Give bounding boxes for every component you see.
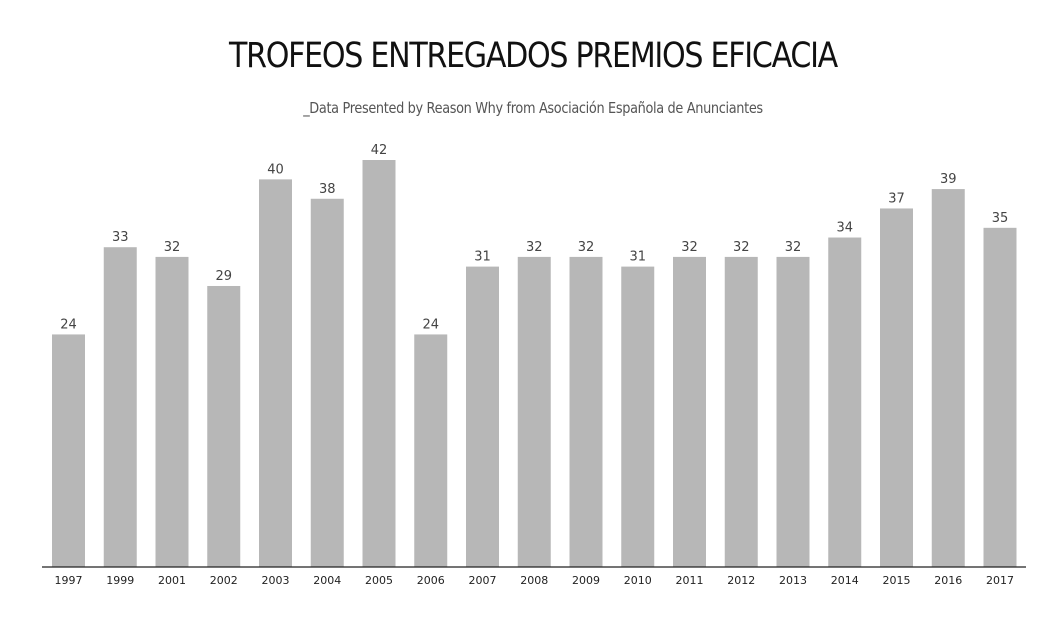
bar-2010 bbox=[621, 266, 655, 567]
x-tick-label-2001: 2001 bbox=[158, 574, 186, 587]
bar-2017 bbox=[983, 227, 1017, 567]
bar-2001 bbox=[155, 256, 189, 567]
bar-2013 bbox=[776, 256, 810, 567]
data-label-1999: 33 bbox=[112, 230, 129, 245]
data-label-2007: 31 bbox=[474, 250, 491, 265]
x-tick-label-2008: 2008 bbox=[520, 574, 548, 587]
x-tick-label-2017: 2017 bbox=[986, 574, 1014, 587]
chart-title: TROFEOS ENTREGADOS PREMIOS EFICACIA bbox=[229, 36, 838, 76]
data-label-2016: 39 bbox=[940, 172, 957, 187]
x-tick-labels-group: 1997 1999 2001 2002 2003 2004 2005 2006 2007 2008… bbox=[55, 574, 1015, 587]
x-tick-label-2010: 2010 bbox=[624, 574, 652, 587]
bar-2005 bbox=[362, 160, 396, 567]
x-tick-label-2006: 2006 bbox=[417, 574, 445, 587]
x-tick-label-2013: 2013 bbox=[779, 574, 807, 587]
data-label-2006: 24 bbox=[422, 317, 439, 332]
chart-subtitle: _Data Presented by Reason Why from Asoci… bbox=[303, 99, 763, 117]
x-tick-label-1997: 1997 bbox=[55, 574, 83, 587]
data-label-2014: 34 bbox=[836, 221, 853, 236]
bar-1999 bbox=[103, 247, 137, 567]
data-label-2010: 31 bbox=[629, 250, 646, 265]
data-label-2002: 29 bbox=[215, 269, 232, 284]
data-label-2012: 32 bbox=[733, 240, 750, 255]
data-label-2008: 32 bbox=[526, 240, 543, 255]
data-label-2003: 40 bbox=[267, 162, 284, 177]
bar-2015 bbox=[880, 208, 913, 567]
bar-2009 bbox=[569, 256, 603, 567]
x-tick-label-2009: 2009 bbox=[572, 574, 600, 587]
bar-2011 bbox=[673, 256, 706, 567]
data-label-1997: 24 bbox=[60, 317, 77, 332]
data-label-2004: 38 bbox=[319, 182, 336, 197]
x-tick-label-2012: 2012 bbox=[727, 574, 755, 587]
x-tick-label-2003: 2003 bbox=[262, 574, 290, 587]
bar-2003 bbox=[259, 179, 292, 567]
bar-2006 bbox=[414, 334, 448, 567]
bar-2002 bbox=[207, 285, 241, 567]
x-tick-label-2004: 2004 bbox=[313, 574, 341, 587]
data-label-2001: 32 bbox=[164, 240, 181, 255]
data-label-2017: 35 bbox=[992, 211, 1009, 226]
x-tick-label-1999: 1999 bbox=[106, 574, 134, 587]
bar-1997 bbox=[52, 334, 85, 567]
bar-2007 bbox=[466, 266, 499, 567]
data-labels-group: 24 33 32 29 40 38 42 24 31 32 32 31 32 32 32 34 37 39 35 bbox=[60, 143, 1008, 332]
data-label-2009: 32 bbox=[578, 240, 595, 255]
x-tick-label-2011: 2011 bbox=[676, 574, 704, 587]
bars-group bbox=[52, 160, 1017, 567]
bar-2016 bbox=[931, 189, 965, 567]
data-label-2005: 42 bbox=[371, 143, 388, 158]
x-tick-label-2002: 2002 bbox=[210, 574, 238, 587]
x-tick-label-2014: 2014 bbox=[831, 574, 859, 587]
data-label-2011: 32 bbox=[681, 240, 698, 255]
x-tick-label-2007: 2007 bbox=[469, 574, 497, 587]
data-label-2015: 37 bbox=[888, 191, 905, 206]
bar-2012 bbox=[724, 256, 758, 567]
data-label-2013: 32 bbox=[785, 240, 802, 255]
bar-2004 bbox=[310, 198, 344, 567]
x-tick-label-2005: 2005 bbox=[365, 574, 393, 587]
bar-2008 bbox=[517, 256, 551, 567]
bar-2014 bbox=[828, 237, 862, 567]
x-tick-label-2015: 2015 bbox=[883, 574, 911, 587]
x-tick-label-2016: 2016 bbox=[934, 574, 962, 587]
